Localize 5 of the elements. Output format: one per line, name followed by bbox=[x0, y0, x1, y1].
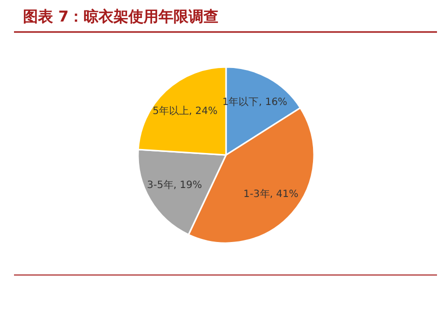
slice-label: 1-3年, 41% bbox=[243, 188, 298, 200]
slice-label: 3-5年, 19% bbox=[147, 178, 202, 191]
slice-label: 1年以下, 16% bbox=[222, 96, 288, 108]
chart-title: 图表 7：晾衣架使用年限调查 bbox=[23, 8, 219, 26]
slice-label: 5年以上, 24% bbox=[152, 104, 218, 117]
